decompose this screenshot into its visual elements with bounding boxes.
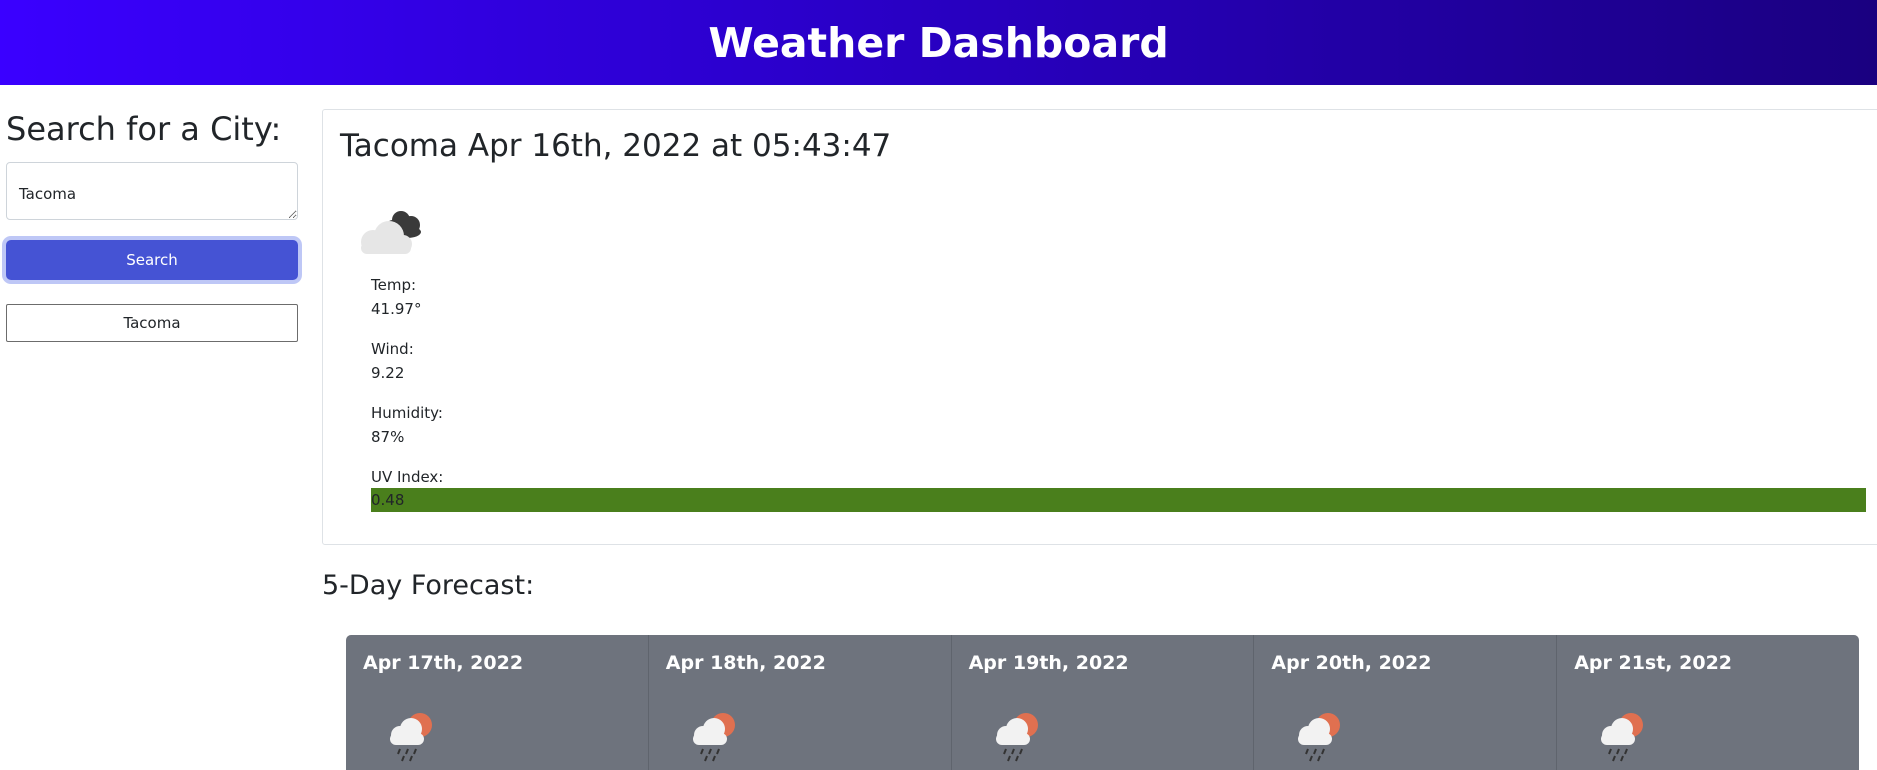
history-city-button[interactable]: Tacoma xyxy=(6,304,298,342)
uv-index-label: UV Index: xyxy=(371,468,444,486)
forecast-date: Apr 19th, 2022 xyxy=(968,652,1129,674)
temp-value: 41.97° xyxy=(371,300,422,318)
page-title: Weather Dashboard xyxy=(708,18,1169,67)
city-search-input[interactable]: Tacoma xyxy=(6,162,298,220)
rain-sun-icon xyxy=(995,713,1038,762)
forecast-row: Apr 17th, 2022 Apr 18th, 2022 Apr xyxy=(346,635,1859,770)
humidity-label: Humidity: xyxy=(371,404,443,422)
forecast-date: Apr 17th, 2022 xyxy=(363,652,524,674)
forecast-date: Apr 20th, 2022 xyxy=(1271,652,1432,674)
forecast-card: Apr 20th, 2022 xyxy=(1254,635,1558,770)
page-header: Weather Dashboard xyxy=(0,0,1877,85)
forecast-card: Apr 18th, 2022 xyxy=(649,635,952,770)
forecast-date: Apr 18th, 2022 xyxy=(665,652,826,674)
forecast-date: Apr 21st, 2022 xyxy=(1574,652,1733,674)
forecast-card: Apr 21st, 2022 xyxy=(1557,635,1859,770)
current-city-title: Tacoma Apr 16th, 2022 at 05:43:47 xyxy=(340,128,892,164)
wind-value: 9.22 xyxy=(371,364,405,382)
rain-sun-icon xyxy=(390,713,432,762)
search-heading: Search for a City: xyxy=(6,110,282,148)
humidity-value: 87% xyxy=(371,428,405,446)
sidebar: Search for a City: Tacoma Search Tacoma xyxy=(6,108,298,342)
rain-sun-icon xyxy=(1601,713,1644,762)
cloudy-icon xyxy=(361,211,421,254)
rain-sun-icon xyxy=(692,713,735,762)
forecast-card: Apr 19th, 2022 xyxy=(952,635,1255,770)
current-weather-card: Tacoma Apr 16th, 2022 at 05:43:47 Temp: … xyxy=(322,109,1877,545)
uv-index-badge: 0.48 xyxy=(371,488,1866,512)
search-button[interactable]: Search xyxy=(6,240,298,280)
rain-sun-icon xyxy=(1298,713,1341,762)
forecast-card: Apr 17th, 2022 xyxy=(346,635,649,770)
forecast-heading: 5-Day Forecast: xyxy=(322,570,535,601)
wind-label: Wind: xyxy=(371,340,414,358)
temp-label: Temp: xyxy=(371,276,417,294)
